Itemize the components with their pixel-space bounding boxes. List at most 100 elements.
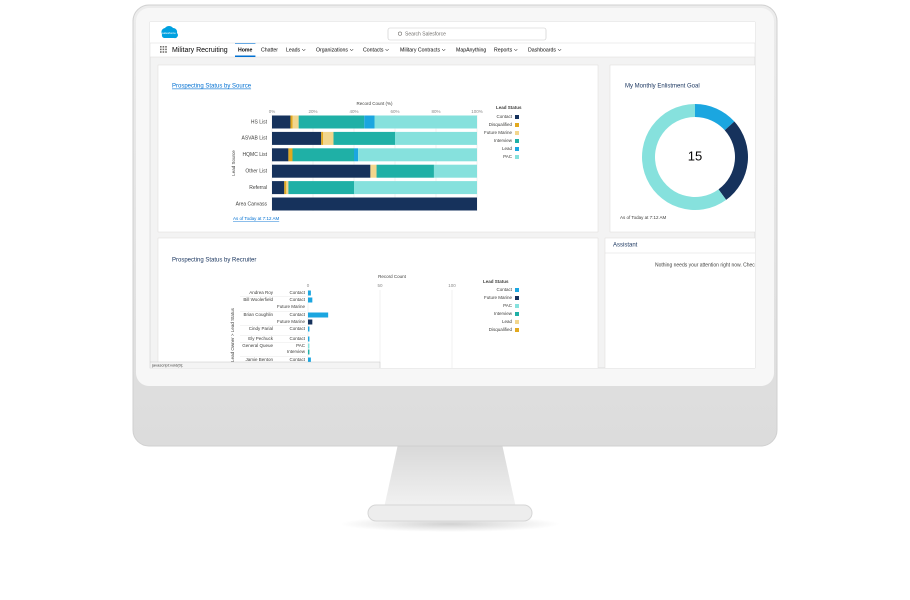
bar-segment xyxy=(292,115,299,129)
status-bar-text: javascript:void(0); xyxy=(151,363,183,368)
status-label: Contact xyxy=(289,357,305,362)
x-tick-label: 80% xyxy=(431,109,440,114)
nav-tab[interactable]: MapAnything xyxy=(456,47,486,53)
legend-swatch xyxy=(515,328,519,332)
assistant-message: Nothing needs your attention right now. … xyxy=(655,262,755,268)
legend-swatch xyxy=(515,123,519,127)
x-tick-label: 0 xyxy=(307,283,310,288)
nav-bar xyxy=(150,42,755,58)
y-tick-label: Area Canvass xyxy=(236,201,268,207)
search-box[interactable] xyxy=(387,27,547,41)
status-label: Future Marine xyxy=(277,304,306,309)
chart-title[interactable]: Prospecting Status by Source xyxy=(172,84,252,90)
bar-segment xyxy=(333,131,395,145)
stand-neck xyxy=(384,444,516,508)
dropdown-caret xyxy=(349,48,354,52)
panel-assistant xyxy=(604,237,755,368)
bar-segment xyxy=(358,148,477,162)
nav-tab[interactable]: Chatter xyxy=(261,47,278,53)
active-tab-underline xyxy=(235,55,256,57)
dropdown-caret xyxy=(301,48,306,52)
chart-footer[interactable]: As of Today at 7:12 AM xyxy=(233,216,279,221)
search-placeholder: Search Salesforce xyxy=(405,31,446,37)
donut-segment xyxy=(718,121,748,200)
goal-chart: My Monthly Enlistment Goal 15 As of Today … xyxy=(620,84,748,220)
legend-swatch xyxy=(515,288,519,292)
legend-label: Future Marine xyxy=(484,130,513,135)
status-label: PAC xyxy=(296,343,306,348)
legend-swatch xyxy=(515,320,519,324)
chart-title: Prospecting Status by Recruiter xyxy=(172,258,256,264)
y-tick-label: Other List xyxy=(245,169,267,175)
status-label: Interview xyxy=(287,349,306,354)
bar-segment xyxy=(284,181,287,195)
nav-tab[interactable]: Military Contracts xyxy=(400,47,440,53)
dropdown-caret xyxy=(385,48,389,52)
dropdown-caret xyxy=(513,48,518,52)
bar-segment xyxy=(272,115,291,129)
legend-swatch xyxy=(515,115,519,119)
status-label: Contact xyxy=(289,290,305,295)
bar-segment xyxy=(286,181,289,195)
nav-tab[interactable]: Home xyxy=(238,47,253,53)
bar-segment xyxy=(272,131,322,145)
x-tick-label: 0% xyxy=(269,109,276,114)
y-tick-label: HQMC List xyxy=(243,152,268,158)
x-tick-label: 20% xyxy=(308,109,317,114)
nav-tab[interactable]: Reports xyxy=(494,47,513,53)
y-axis-title: Lead Owner > Lead Status xyxy=(230,307,235,361)
recruiter-chart: Prospecting Status by Recruiter Record Co… xyxy=(172,258,519,368)
bar-segment xyxy=(374,115,477,129)
legend-label: Lead xyxy=(502,146,513,151)
status-bar xyxy=(150,361,381,368)
bar xyxy=(308,312,329,318)
owner-label: General Queue xyxy=(242,343,273,348)
x-tick-label: 60% xyxy=(390,109,399,114)
legend-label: Lead xyxy=(502,319,513,324)
legend-swatch xyxy=(515,147,519,151)
legend-label: Disqualified xyxy=(489,122,513,127)
owner-label: Bill Woolerfield xyxy=(243,297,273,302)
status-label: Contact xyxy=(289,326,305,331)
bar xyxy=(308,297,313,303)
logo-text: salesforce xyxy=(162,31,176,35)
bar-segment xyxy=(272,197,477,211)
bar-segment xyxy=(298,115,365,129)
x-axis-title: Record Count (%) xyxy=(356,101,393,106)
dropdown-caret xyxy=(441,48,446,52)
bar-segment xyxy=(354,148,359,162)
nav-tab[interactable]: Organizations xyxy=(316,47,348,53)
bar-segment xyxy=(292,148,354,162)
bar-segment xyxy=(370,164,377,178)
legend-label: Interview xyxy=(494,311,513,316)
legend-swatch xyxy=(515,312,519,316)
donut-center-label: 15 xyxy=(688,148,702,163)
nav-tab[interactable]: Leads xyxy=(286,47,301,53)
bar-segment xyxy=(354,181,477,195)
bar-segment xyxy=(288,181,354,195)
legend-swatch xyxy=(515,131,519,135)
bar xyxy=(308,319,313,325)
y-tick-label: HS List xyxy=(251,119,268,125)
bar xyxy=(308,349,310,355)
x-axis-title: Record Count xyxy=(378,274,407,279)
x-tick-label: 100 xyxy=(448,283,456,288)
bar-segment xyxy=(395,131,477,145)
bar-segment xyxy=(321,131,324,145)
legend-title: Lead Status xyxy=(496,105,522,110)
bar xyxy=(308,336,310,342)
screen-content: salesforce Search Salesforce Military Re… xyxy=(150,22,755,368)
nav-tabs: Home Chatter Leads Organizations Contacts Mil… xyxy=(235,43,562,57)
chart-footer: As of Today at 7:12 AM xyxy=(620,215,666,220)
legend-label: Contact xyxy=(496,114,512,119)
bar xyxy=(308,326,310,332)
nav-tab[interactable]: Dashboards xyxy=(528,47,556,53)
dropdown-caret xyxy=(557,48,562,52)
nav-tab[interactable]: Contacts xyxy=(363,47,384,53)
bar xyxy=(308,357,311,363)
bar-segment xyxy=(290,115,293,129)
app-launcher[interactable] xyxy=(160,46,167,53)
status-label: Contact xyxy=(289,297,305,302)
legend-swatch xyxy=(515,139,519,143)
legend-swatch xyxy=(515,304,519,308)
